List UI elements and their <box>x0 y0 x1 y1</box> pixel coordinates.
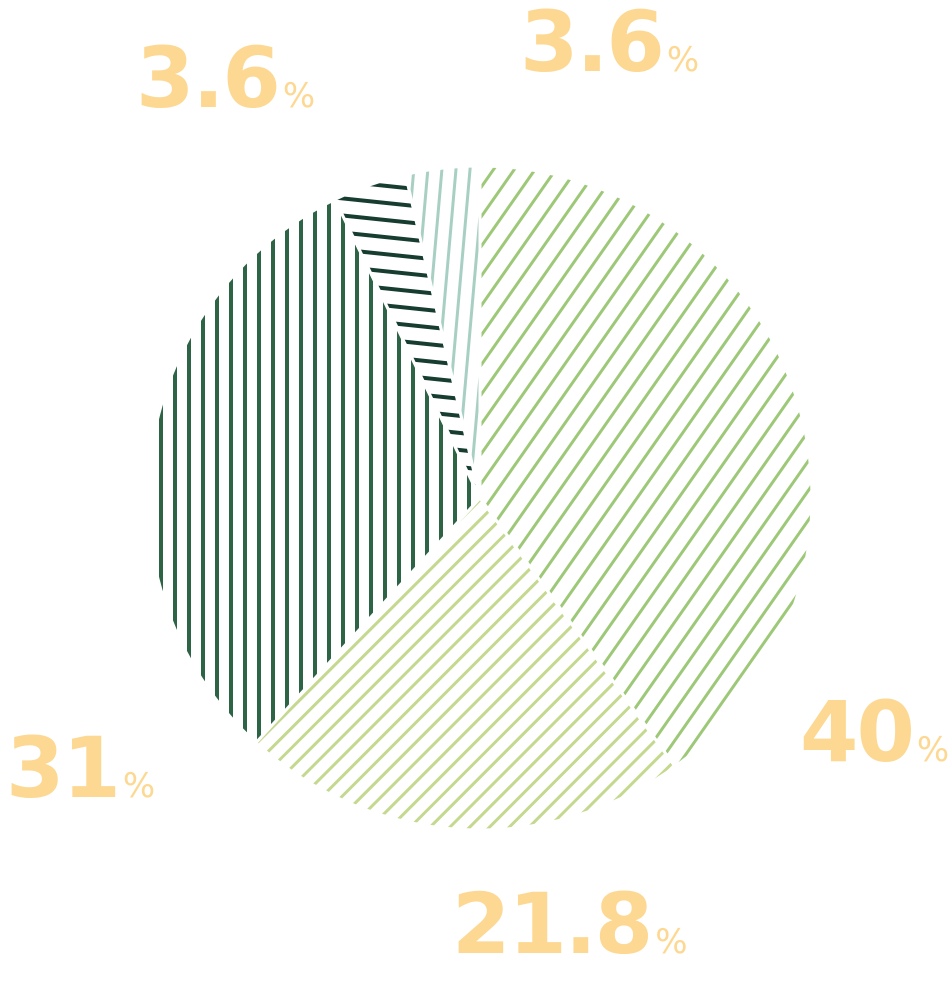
pie-slice-4 <box>403 164 482 499</box>
percent-sign: % <box>655 922 688 962</box>
slice-value: 3.6 <box>136 29 281 127</box>
percent-sign: % <box>666 40 700 80</box>
slice-label-3-6-a: 3.6% <box>136 36 315 120</box>
slice-value: 31 <box>6 719 121 817</box>
percent-sign: % <box>282 76 316 116</box>
pie-slice-2 <box>146 197 482 745</box>
slice-label-3-6-b: 3.6% <box>520 0 699 84</box>
slice-label-31: 31% <box>6 726 155 810</box>
pie-slice-0 <box>478 164 814 769</box>
slice-value: 21.8 <box>452 875 653 973</box>
percent-sign: % <box>122 766 156 806</box>
pie-slice-1 <box>253 495 678 832</box>
percent-sign: % <box>916 730 950 770</box>
slice-label-21-8: 21.8% <box>452 882 688 966</box>
slice-value: 3.6 <box>520 0 665 91</box>
slice-label-40: 40% <box>800 690 949 774</box>
slice-value: 40 <box>800 683 915 781</box>
